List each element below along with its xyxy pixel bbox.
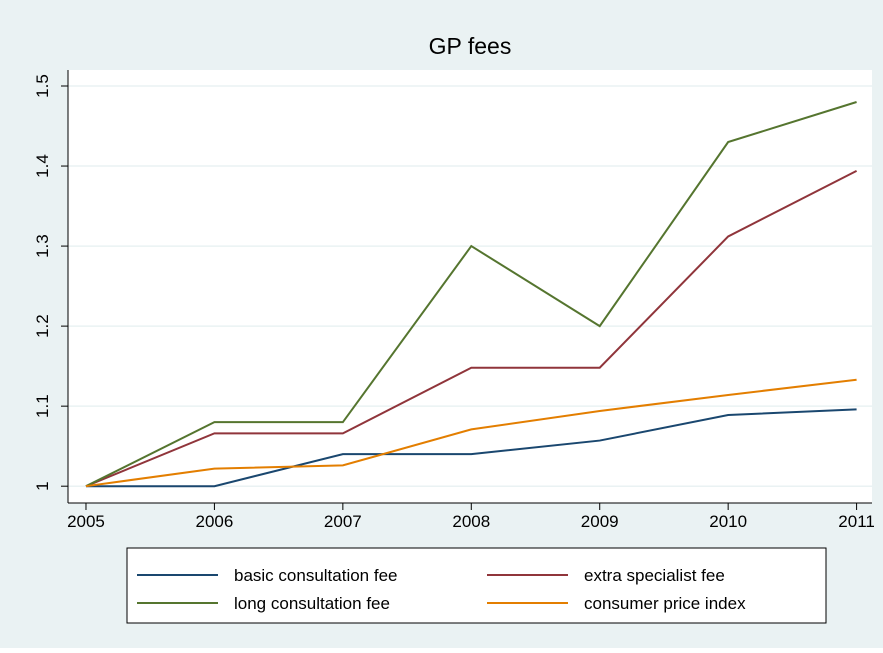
line-series — [85, 378, 857, 488]
x-tick-label: 2009 — [581, 512, 619, 531]
legend-label: extra specialist fee — [584, 566, 725, 585]
y-tick-label: 1.3 — [33, 234, 52, 258]
y-tick-label: 1.2 — [33, 314, 52, 338]
chart-title: GP fees — [429, 33, 512, 59]
x-tick-label: 2011 — [838, 512, 875, 531]
x-tick-label: 2010 — [709, 512, 747, 531]
legend-label: consumer price index — [584, 594, 746, 613]
y-tick-label: 1.4 — [33, 154, 52, 178]
plot-area — [68, 70, 872, 503]
line-series — [85, 101, 857, 488]
legend — [126, 547, 827, 624]
legend-label: basic consultation fee — [234, 566, 398, 585]
x-tick-label: 2006 — [196, 512, 234, 531]
x-tick-label: 2005 — [67, 512, 105, 531]
x-tick-label: 2008 — [452, 512, 490, 531]
line-series — [85, 408, 857, 488]
y-tick-label: 1.1 — [33, 394, 52, 418]
legend-label: long consultation fee — [234, 594, 390, 613]
y-tick-label: 1 — [33, 481, 52, 490]
x-tick-label: 2007 — [324, 512, 362, 531]
y-tick-label: 1.5 — [33, 74, 52, 98]
line-series — [85, 169, 858, 488]
